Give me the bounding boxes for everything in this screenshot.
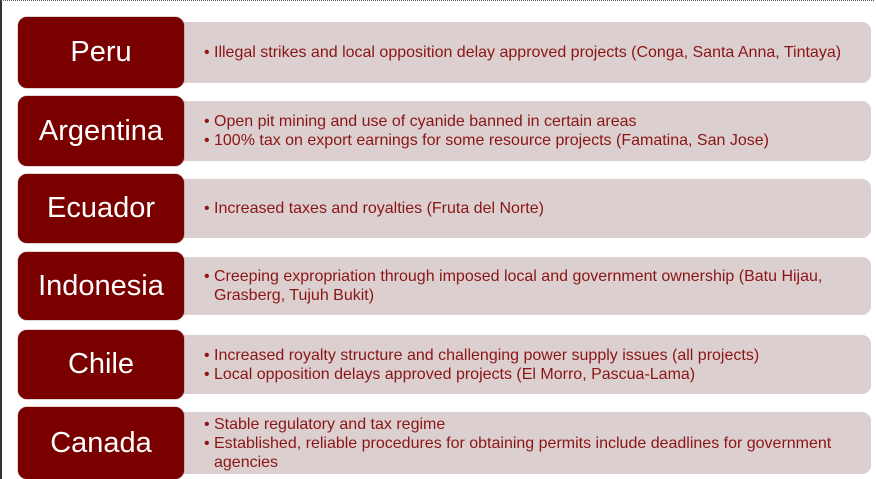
bullet-text: Local opposition delays approved project… — [214, 365, 696, 383]
bullet-text: Increased royalty structure and challeng… — [214, 346, 760, 364]
country-label: Indonesia — [18, 252, 184, 320]
country-row: Peru • Illegal strikes and local oppositio… — [18, 17, 871, 88]
bullet-icon: • — [204, 268, 210, 285]
bullet-item: • Illegal strikes and local opposition de… — [204, 43, 857, 62]
bullet-icon: • — [204, 200, 210, 217]
country-row: Chile • Increased royalty structure and ch… — [18, 330, 871, 399]
country-label: Chile — [18, 330, 184, 399]
bullet-item: • Increased royalty structure and challen… — [204, 346, 857, 365]
bullet-item: • Increased taxes and royalties (Fruta de… — [204, 199, 857, 218]
bullet-icon: • — [204, 415, 210, 433]
bullet-text: 100% tax on export earnings for some res… — [214, 132, 769, 149]
country-row: Ecuador • Increased taxes and royalties (F… — [18, 174, 871, 243]
bullet-item: • Open pit mining and use of cyanide bann… — [204, 112, 857, 131]
country-label: Peru — [18, 17, 184, 88]
bullet-item: • Established, reliable procedures for ob… — [204, 434, 857, 472]
bullet-text: Illegal strikes and local opposition del… — [214, 44, 842, 61]
country-row: Indonesia • Creeping expropriation through… — [18, 252, 871, 320]
bullet-text: Open pit mining and use of cyanide banne… — [214, 113, 637, 130]
country-row: Argentina • Open pit mining and use of cya… — [18, 96, 871, 166]
bullet-item: • 100% tax on export earnings for some re… — [204, 131, 857, 150]
bullet-item: • Local opposition delays approved projec… — [204, 365, 857, 384]
details-panel: • Illegal strikes and local opposition de… — [182, 22, 871, 83]
country-label: Ecuador — [18, 174, 184, 243]
bullet-icon: • — [204, 434, 210, 452]
country-label: Argentina — [18, 96, 184, 166]
bullet-icon: • — [204, 365, 210, 383]
details-panel: • Creeping expropriation through imposed … — [182, 257, 871, 315]
bullet-icon: • — [204, 132, 210, 149]
details-panel: • Increased taxes and royalties (Fruta de… — [182, 179, 871, 238]
bullet-icon: • — [204, 346, 210, 364]
details-panel: • Open pit mining and use of cyanide bann… — [182, 101, 871, 161]
bullet-item: • Creeping expropriation through imposed … — [204, 267, 857, 305]
bullet-text: Established, reliable procedures for obt… — [214, 434, 832, 471]
bullet-text: Creeping expropriation through imposed l… — [214, 268, 823, 304]
details-panel: • Increased royalty structure and challen… — [182, 335, 871, 394]
bullet-text: Stable regulatory and tax regime — [214, 415, 446, 433]
bullet-icon: • — [204, 113, 210, 130]
bullet-item: • Stable regulatory and tax regime — [204, 415, 857, 434]
bullet-icon: • — [204, 44, 210, 61]
bullet-text: Increased taxes and royalties (Fruta del… — [214, 200, 544, 217]
details-panel: • Stable regulatory and tax regime • Establ… — [182, 412, 871, 474]
country-label: Canada — [18, 407, 184, 479]
country-row: Canada • Stable regulatory and tax regime •… — [18, 407, 871, 479]
